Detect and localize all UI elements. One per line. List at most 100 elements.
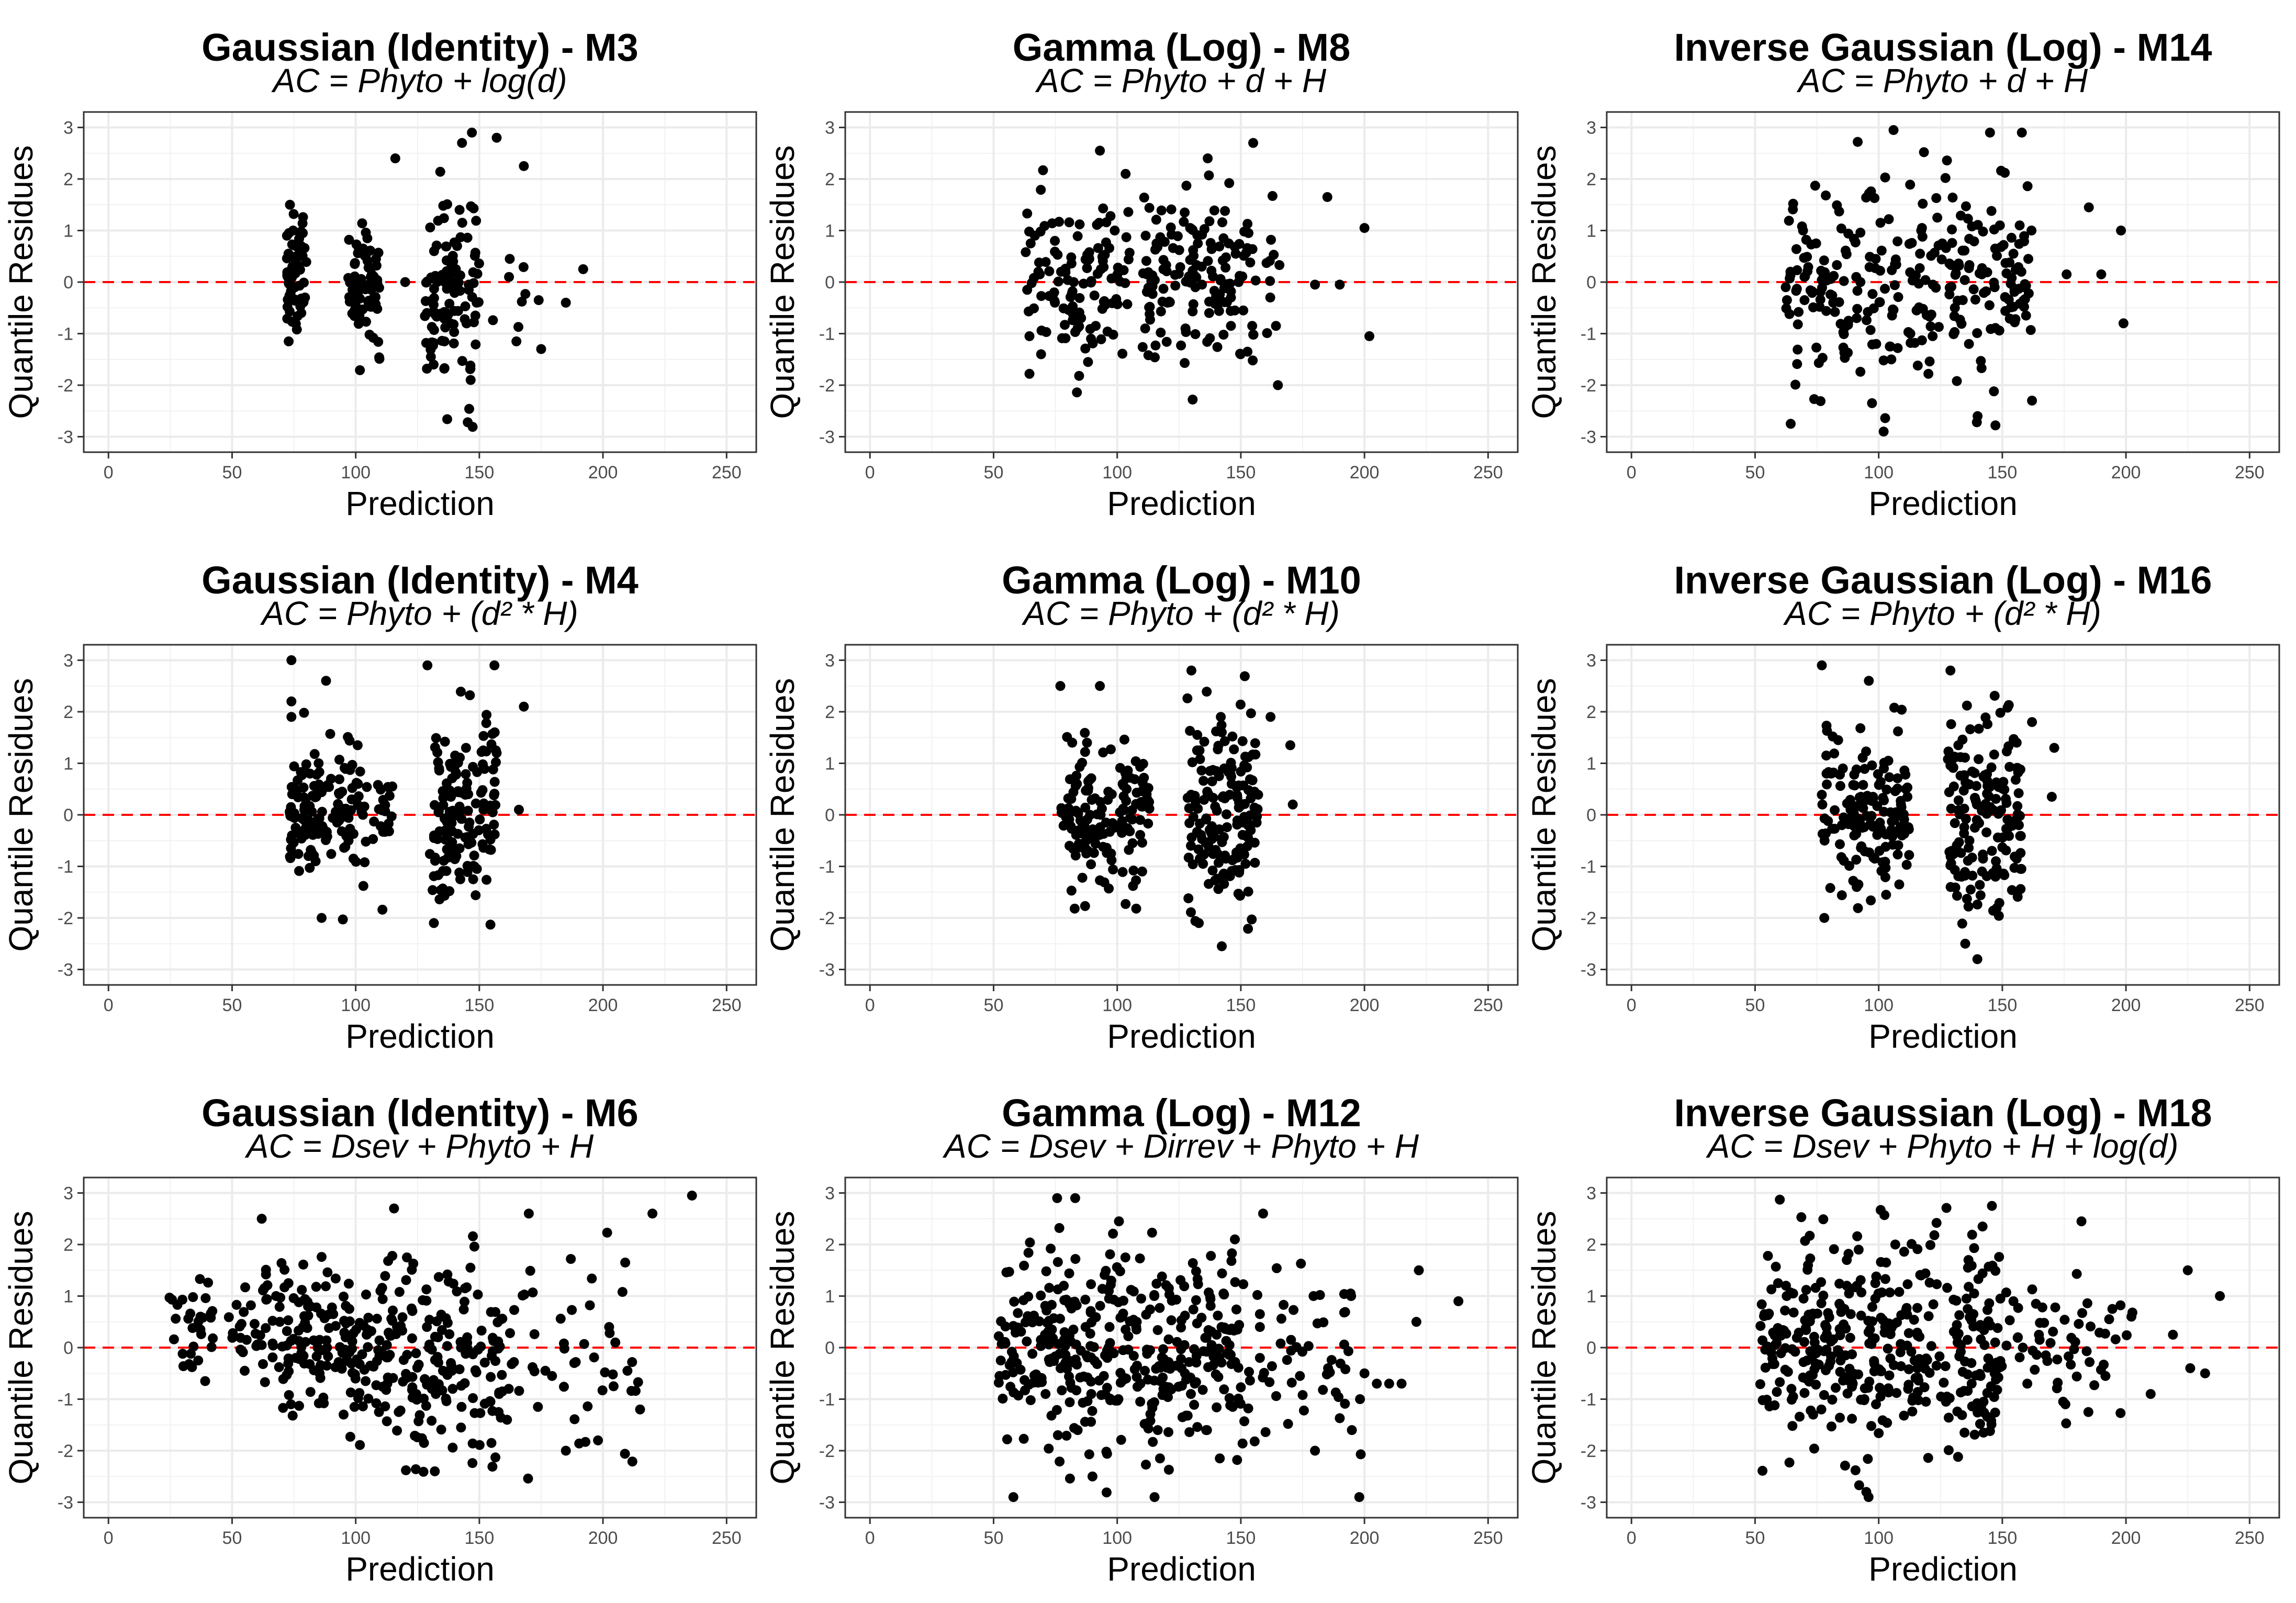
data-point	[2215, 1291, 2225, 1301]
data-point	[1844, 1288, 1854, 1299]
data-point	[2048, 1327, 2058, 1337]
data-point	[2081, 1346, 2092, 1357]
data-point	[1781, 303, 1791, 313]
data-point	[1340, 1307, 1350, 1317]
data-point	[169, 1334, 179, 1344]
data-point	[274, 1362, 284, 1372]
data-point	[328, 1309, 339, 1319]
data-point	[1044, 266, 1055, 276]
data-point	[1945, 665, 1956, 676]
data-point	[1116, 1434, 1126, 1445]
data-point	[1158, 264, 1169, 274]
y-tick-label: -3	[58, 960, 73, 980]
data-point	[1318, 1317, 1329, 1328]
data-point	[1266, 234, 1276, 245]
data-point	[2083, 1407, 2093, 1417]
data-point	[2014, 220, 2025, 231]
data-point	[372, 1314, 382, 1324]
data-point	[1059, 1295, 1070, 1305]
x-tick-label: 150	[465, 463, 495, 483]
data-point	[1822, 779, 1832, 790]
data-point	[1987, 1201, 1997, 1211]
data-point	[1845, 794, 1855, 805]
data-point	[285, 808, 295, 819]
data-point	[465, 690, 475, 700]
data-point	[259, 1283, 270, 1294]
data-point	[476, 788, 486, 798]
data-point	[1819, 1390, 1829, 1400]
data-point	[303, 851, 313, 861]
data-point	[488, 315, 498, 326]
data-point	[1193, 1279, 1203, 1290]
data-point	[1903, 824, 1914, 835]
data-point	[1260, 1427, 1271, 1437]
data-point	[1018, 1433, 1029, 1444]
data-point	[1989, 282, 2000, 293]
data-point	[345, 1387, 356, 1398]
data-point	[1216, 712, 1226, 722]
data-point	[1805, 1230, 1815, 1241]
data-point	[2200, 1368, 2210, 1378]
data-point	[448, 846, 458, 856]
data-point	[321, 1361, 332, 1371]
data-point	[1842, 1388, 1853, 1399]
data-point	[1095, 681, 1105, 691]
data-point	[1267, 191, 1278, 201]
data-point	[1953, 795, 1964, 805]
data-point	[355, 766, 365, 777]
data-point	[2006, 232, 2017, 243]
data-point	[1051, 1405, 1062, 1415]
data-point	[1247, 244, 1258, 254]
data-point	[1986, 762, 1997, 772]
data-point	[433, 1272, 444, 1282]
scatter-points	[1021, 138, 1374, 405]
data-point	[386, 1314, 397, 1324]
data-point	[1870, 263, 1880, 273]
data-point	[1949, 311, 1959, 321]
data-point	[1239, 251, 1249, 261]
data-point	[447, 1384, 458, 1394]
data-point	[635, 1404, 645, 1415]
data-point	[1817, 790, 1827, 800]
data-point	[1021, 247, 1031, 257]
data-point	[1885, 1287, 1895, 1298]
data-point	[1001, 1267, 1012, 1277]
data-point	[1825, 883, 1835, 893]
data-point	[1131, 903, 1141, 914]
data-point	[2118, 318, 2129, 329]
x-tick-label: 50	[1745, 995, 1765, 1015]
data-point	[1210, 801, 1220, 812]
data-point	[442, 778, 452, 789]
data-point	[425, 352, 436, 362]
x-tick-label: 0	[104, 1528, 114, 1548]
data-point	[1180, 358, 1190, 368]
data-point	[284, 336, 294, 346]
data-point	[467, 1438, 478, 1449]
data-point	[394, 1287, 405, 1297]
y-tick-label: -3	[819, 427, 835, 447]
data-point	[1964, 339, 1974, 349]
x-tick-label: 200	[1350, 1528, 1380, 1548]
data-point	[411, 1464, 421, 1474]
data-point	[422, 1322, 432, 1332]
data-point	[1991, 777, 2001, 788]
data-point	[1974, 268, 1985, 278]
data-point	[1229, 744, 1239, 755]
panel-title: Inverse Gaussian (Log) - M16	[1674, 558, 2212, 602]
data-point	[1161, 1280, 1171, 1291]
data-point	[1940, 173, 1951, 183]
data-point	[1062, 275, 1073, 285]
y-axis-label: Quantile Residues	[1525, 145, 1563, 419]
data-point	[2145, 1389, 2156, 1399]
data-point	[2076, 1216, 2087, 1227]
data-point	[382, 1352, 392, 1363]
data-point	[1853, 1245, 1864, 1255]
data-point	[517, 296, 527, 307]
data-point	[486, 1372, 496, 1382]
data-point	[507, 1359, 517, 1369]
data-point	[353, 779, 363, 789]
x-tick-label: 250	[2235, 1528, 2265, 1548]
y-tick-label: -2	[58, 1441, 73, 1461]
data-point	[536, 344, 546, 354]
y-tick-label: 0	[825, 1338, 835, 1358]
